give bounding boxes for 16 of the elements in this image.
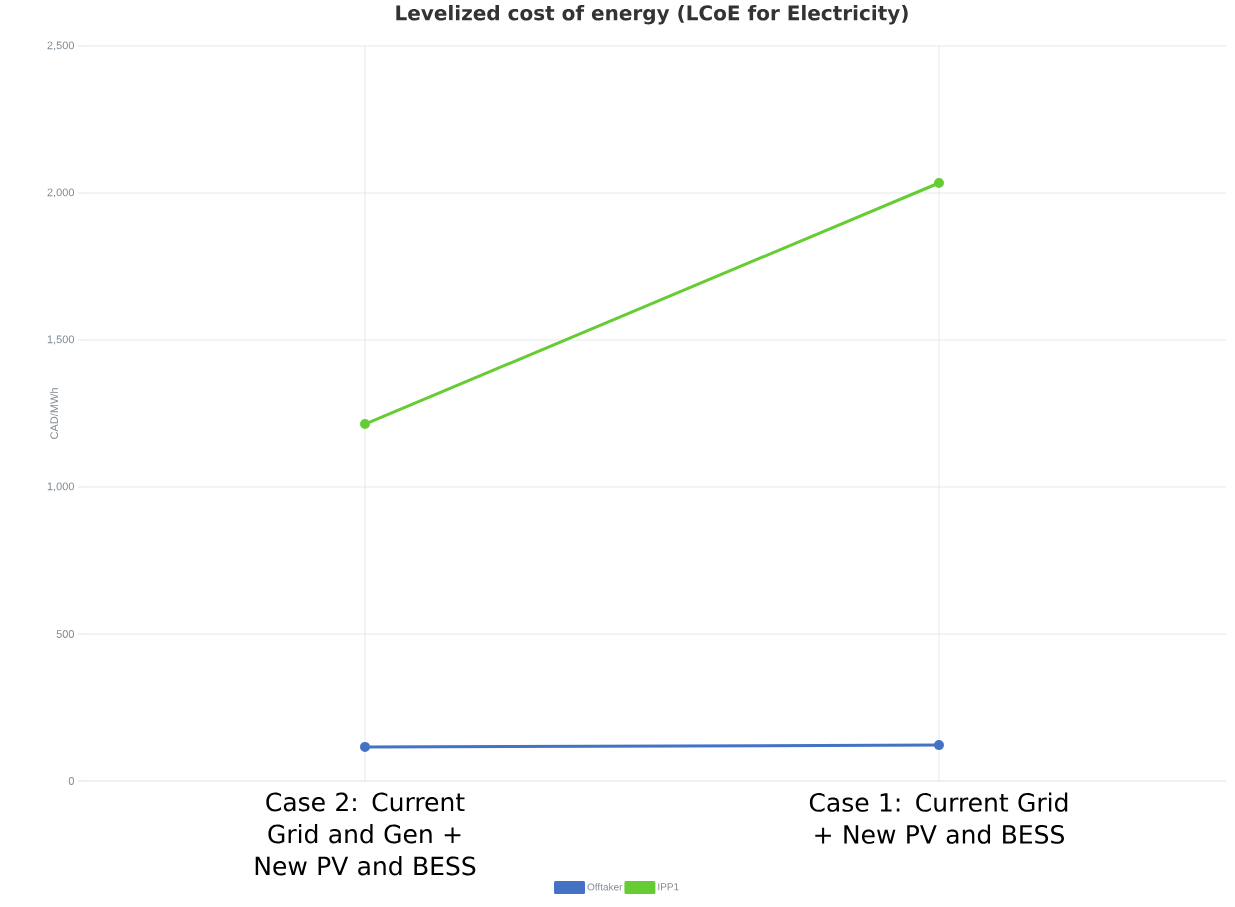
y-tick-label: 1,000 [47,482,75,492]
y-tick-label: 1,500 [47,335,75,345]
point [360,419,370,430]
point [933,740,944,751]
legend-label: IPP1 [658,883,679,891]
legend-label: Offtaker [587,883,623,891]
point [360,741,370,752]
y-tick-label: 2,500 [47,41,75,51]
point [933,178,944,188]
x-tick-label: Case 1: Current Grid + New PV and BESS [809,792,1068,844]
x-tick-label: Case 2: Current Grid and Gen + New PV and BESS [255,792,476,876]
y-tick-label: 500 [56,630,75,638]
y-axis-title: CAD/MWh [50,388,59,439]
y-tick-label: 0 [68,777,75,785]
chart-title: Levelized cost of energy (LCoE for Electricity) [396,4,908,25]
y-tick-label: 2,000 [47,188,75,198]
